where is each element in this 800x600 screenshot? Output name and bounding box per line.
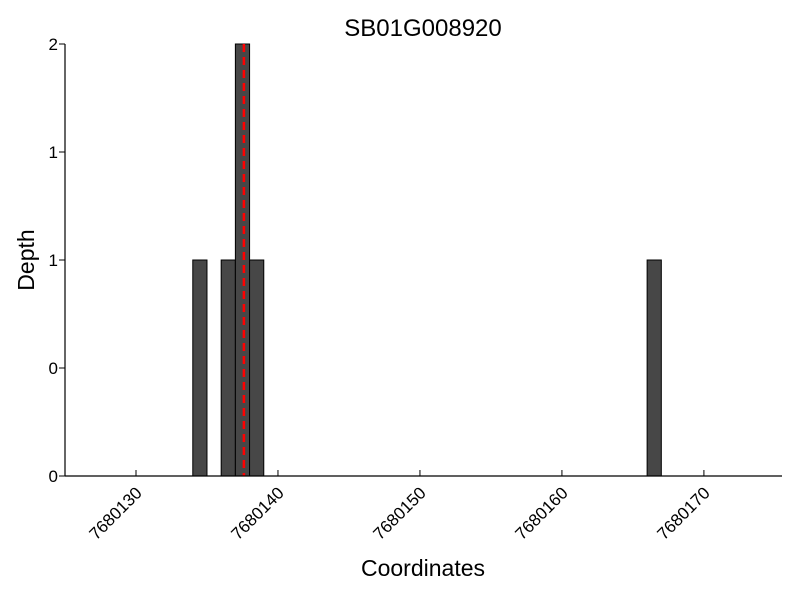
y-tick-label-1: 0 bbox=[49, 359, 58, 378]
x-tick-label-3: 7680160 bbox=[512, 483, 572, 543]
y-tick-label-4: 2 bbox=[49, 35, 58, 54]
x-tick-label-4: 7680170 bbox=[654, 483, 714, 543]
bar-1 bbox=[220, 259, 236, 477]
x-tick-label-0: 7680130 bbox=[86, 483, 146, 543]
x-axis-label: Coordinates bbox=[361, 555, 485, 581]
x-tick-label-2: 7680150 bbox=[370, 483, 430, 543]
y-tick-label-3: 1 bbox=[49, 143, 58, 162]
x-ticks-layer: 7680130 7680140 7680150 7680160 7680170 bbox=[86, 470, 714, 544]
y-tick-label-0: 0 bbox=[49, 467, 58, 486]
bar-0 bbox=[192, 259, 208, 477]
x-tick-label-1: 7680140 bbox=[228, 483, 288, 543]
y-axis-label: Depth bbox=[13, 229, 39, 290]
bar-4 bbox=[646, 259, 662, 477]
bar-2 bbox=[234, 43, 251, 477]
y-ticks-layer: 0 0 1 1 2 bbox=[49, 35, 65, 486]
bar-3 bbox=[249, 259, 265, 477]
y-tick-label-2: 1 bbox=[49, 251, 58, 270]
chart-title: SB01G008920 bbox=[344, 15, 501, 42]
bars-layer bbox=[192, 43, 662, 477]
